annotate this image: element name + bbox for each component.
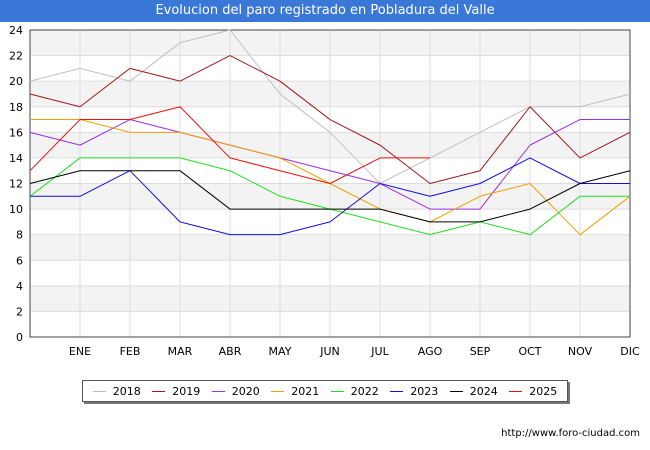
legend-label: 2020 <box>231 384 260 398</box>
legend-label: 2025 <box>529 384 558 398</box>
legend-item-2025: 2025 <box>509 385 557 398</box>
legend-item-2023: 2023 <box>390 385 438 398</box>
x-tick-label: NOV <box>568 345 593 358</box>
x-tick-label: DIC <box>620 345 640 358</box>
legend-swatch <box>152 390 166 392</box>
legend-swatch <box>390 390 404 392</box>
y-tick-label: 6 <box>16 254 23 267</box>
y-tick-label: 22 <box>9 50 23 63</box>
y-tick-label: 2 <box>16 305 23 318</box>
x-tick-label: ENE <box>69 345 91 358</box>
x-tick-label: JUL <box>370 345 389 358</box>
legend-label: 2018 <box>112 384 141 398</box>
legend-label: 2019 <box>172 384 201 398</box>
legend-item-2019: 2019 <box>152 385 200 398</box>
x-tick-label: JUN <box>319 345 340 358</box>
x-tick-label: OCT <box>518 345 541 358</box>
y-tick-label: 14 <box>9 152 23 165</box>
x-tick-label: AGO <box>418 345 443 358</box>
series-line-2024 <box>29 170 631 223</box>
y-tick-label: 4 <box>16 280 23 293</box>
legend-item-2018: 2018 <box>92 384 141 398</box>
x-axis-ticks: ENE FEB MAR ABR MAY JUN JUL AGO SEP OCT NOV DIC <box>69 345 640 358</box>
y-tick-label: 8 <box>16 229 23 242</box>
legend-item-2024: 2024 <box>449 384 498 398</box>
x-tick-label: ABR <box>219 345 242 358</box>
legend-item-2022: 2022 <box>330 384 379 398</box>
y-tick-label: 24 <box>9 24 23 37</box>
x-tick-label: SEP <box>470 345 491 358</box>
x-tick-label: FEB <box>120 345 141 358</box>
legend-label: 2024 <box>469 384 498 398</box>
y-tick-label: 10 <box>9 203 23 216</box>
legend-swatch <box>211 390 225 392</box>
legend-swatch <box>509 390 523 392</box>
y-tick-label: 18 <box>9 101 23 114</box>
series-line-2025 <box>29 106 430 184</box>
x-tick-label: MAR <box>168 345 193 358</box>
y-tick-label: 12 <box>9 178 23 191</box>
legend-swatch <box>271 390 285 392</box>
x-tick-label: MAY <box>269 345 292 358</box>
legend-label: 2022 <box>350 384 379 398</box>
series-line-2019 <box>29 55 631 184</box>
y-tick-label: 20 <box>9 75 23 88</box>
legend-swatch <box>92 390 106 392</box>
series-lines <box>29 29 631 236</box>
source-url: http://www.foro-ciudad.com <box>501 428 640 439</box>
legend-item-2020: 2020 <box>211 384 260 398</box>
y-tick-label: 0 <box>16 331 23 344</box>
legend-label: 2021 <box>291 384 320 398</box>
chart-legend: 2018 2019 2020 2021 2022 2023 2024 2025 <box>82 380 568 402</box>
legend-item-2021: 2021 <box>271 385 319 398</box>
legend-swatch <box>330 390 344 392</box>
chart-title: Evolucion del paro registrado en Pobladu… <box>0 0 650 22</box>
legend-swatch <box>449 390 463 392</box>
y-tick-label: 16 <box>9 126 23 139</box>
legend-label: 2023 <box>410 384 439 398</box>
